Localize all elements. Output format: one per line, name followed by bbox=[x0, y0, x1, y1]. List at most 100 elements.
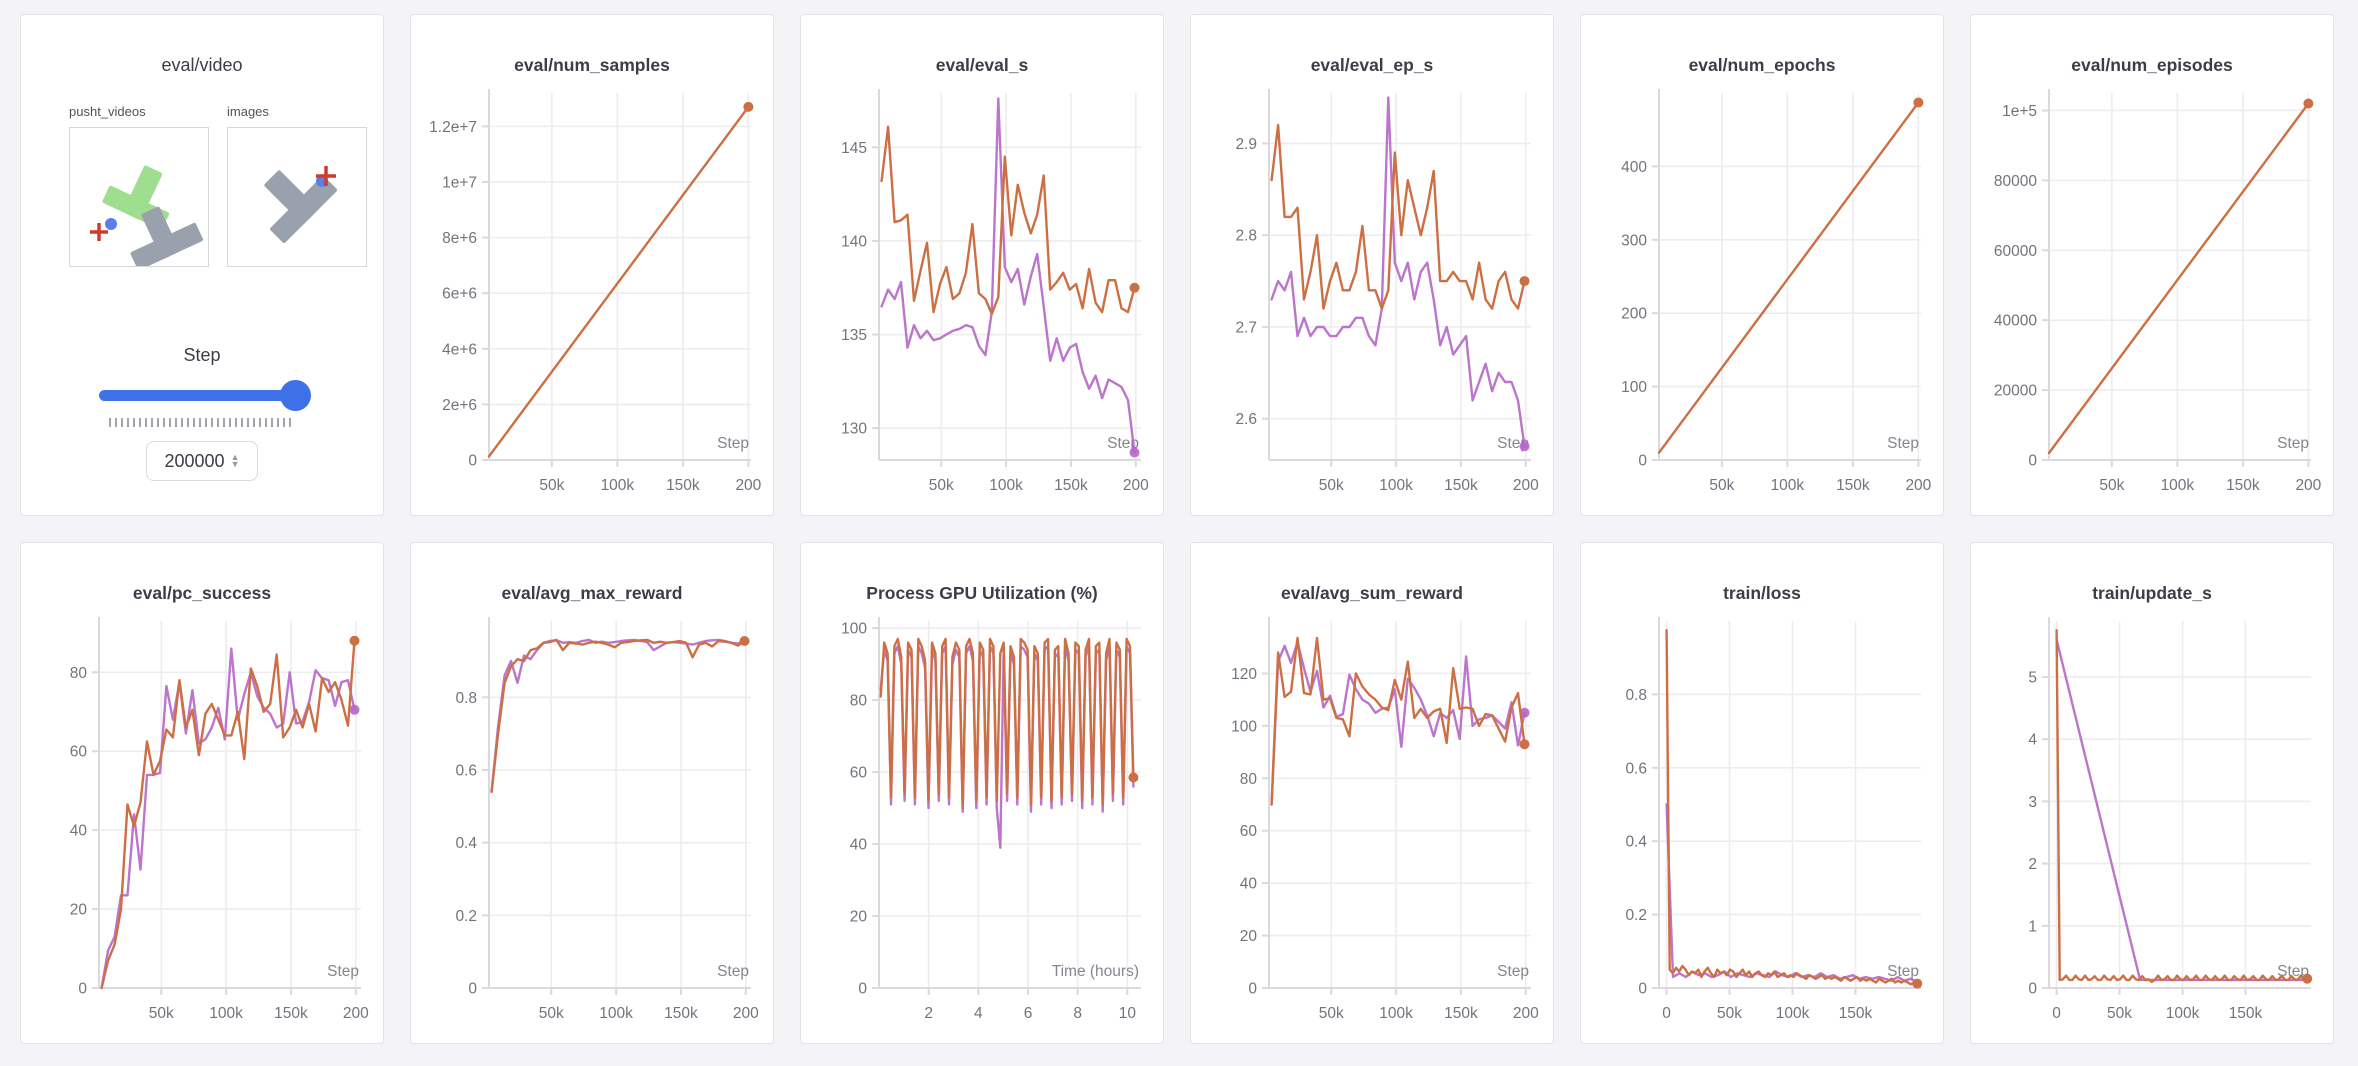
svg-text:0.8: 0.8 bbox=[455, 690, 477, 707]
svg-text:200: 200 bbox=[1513, 477, 1539, 494]
svg-text:5: 5 bbox=[2028, 669, 2037, 686]
svg-text:Step: Step bbox=[1107, 435, 1139, 452]
chart-eval-num-epochs[interactable]: 0 100 200 300 400 50k 100k 150k 200 Step eval/num_… bbox=[1580, 14, 1944, 516]
svg-text:80000: 80000 bbox=[1994, 173, 2037, 190]
step-slider-knob[interactable] bbox=[280, 380, 311, 411]
svg-text:0: 0 bbox=[468, 453, 477, 470]
svg-text:Step: Step bbox=[327, 963, 359, 980]
svg-text:0: 0 bbox=[2028, 981, 2037, 998]
chart-train-loss[interactable]: 0 0.2 0.4 0.6 0.8 0 50k 100k 150k Step train/loss bbox=[1580, 542, 1944, 1044]
svg-text:400: 400 bbox=[1621, 159, 1647, 176]
svg-text:150k: 150k bbox=[666, 477, 700, 494]
chart-eval-avg-max-reward[interactable]: 0 0.2 0.4 0.6 0.8 50k 100k 150k 200 Step eval/avg_… bbox=[410, 542, 774, 1044]
chart-eval-avg-sum-reward[interactable]: 0 20 40 60 80 100 120 50k 100k 150k 200 Step eval/av… bbox=[1190, 542, 1554, 1044]
svg-text:2.8: 2.8 bbox=[1235, 228, 1257, 245]
svg-text:100k: 100k bbox=[599, 1005, 633, 1022]
svg-text:150k: 150k bbox=[1836, 477, 1870, 494]
chart-eval-eval-s[interactable]: 130 135 140 145 50k 100k 150k 200 Step eval/eval_… bbox=[800, 14, 1164, 516]
svg-text:4e+6: 4e+6 bbox=[442, 341, 477, 358]
step-increment-icon: ▲ bbox=[230, 452, 240, 462]
svg-text:8: 8 bbox=[1073, 1005, 1082, 1022]
chart-canvas: 0 20000 40000 60000 80000 1e+5 50k 100k 150k 200 S… bbox=[1994, 55, 2322, 494]
svg-text:140: 140 bbox=[841, 233, 867, 250]
svg-text:130: 130 bbox=[841, 421, 867, 438]
svg-text:6: 6 bbox=[1024, 1005, 1033, 1022]
svg-text:100k: 100k bbox=[2161, 477, 2195, 494]
chart-canvas: 0 0.2 0.4 0.6 0.8 50k 100k 150k 200 Step eval/avg_… bbox=[455, 583, 759, 1022]
svg-text:50k: 50k bbox=[1709, 477, 1734, 494]
svg-text:20: 20 bbox=[1240, 928, 1258, 945]
svg-text:100k: 100k bbox=[1379, 1005, 1413, 1022]
chart-eval-eval-ep-s[interactable]: 2.6 2.7 2.8 2.9 50k 100k 150k 200 Step eval/eval_… bbox=[1190, 14, 1554, 516]
chart-eval-num-episodes[interactable]: 0 20000 40000 60000 80000 1e+5 50k 100k 150k 200 S… bbox=[1970, 14, 2334, 516]
svg-text:150k: 150k bbox=[2229, 1005, 2263, 1022]
svg-text:eval/num_samples: eval/num_samples bbox=[514, 55, 670, 75]
svg-text:100k: 100k bbox=[209, 1005, 243, 1022]
svg-text:train/loss: train/loss bbox=[1723, 583, 1801, 603]
svg-text:300: 300 bbox=[1621, 232, 1647, 249]
chart-eval-pc-success[interactable]: 0 20 40 60 80 50k 100k 150k 200 Step eval/pc_succe… bbox=[20, 542, 384, 1044]
svg-text:Step: Step bbox=[2277, 435, 2309, 452]
chart-canvas: 0 0.2 0.4 0.6 0.8 0 50k 100k 150k Step train/loss bbox=[1625, 583, 1923, 1022]
svg-text:100: 100 bbox=[841, 621, 867, 638]
svg-text:1e+7: 1e+7 bbox=[442, 174, 477, 191]
svg-text:40: 40 bbox=[70, 823, 88, 840]
svg-text:0: 0 bbox=[1248, 981, 1257, 998]
images-thumbnail[interactable] bbox=[227, 127, 367, 267]
chart-process-gpu-utilization[interactable]: 0 20 40 60 80 100 2 4 6 8 10 Time (hours) Process GP… bbox=[800, 542, 1164, 1044]
images-thumb-label: images bbox=[227, 104, 269, 119]
svg-text:200: 200 bbox=[1123, 477, 1149, 494]
svg-text:135: 135 bbox=[841, 327, 867, 344]
step-input-spinners[interactable]: ▲ ▼ bbox=[230, 452, 240, 469]
svg-text:Step: Step bbox=[717, 963, 749, 980]
svg-text:50k: 50k bbox=[149, 1005, 174, 1022]
chart-canvas: 0 20 40 60 80 50k 100k 150k 200 Step eval/pc_succe… bbox=[70, 583, 369, 1022]
svg-text:eval/num_epochs: eval/num_epochs bbox=[1689, 55, 1836, 75]
chart-canvas: 0 20 40 60 80 100 2 4 6 8 10 Time (hours) Process GP… bbox=[841, 583, 1141, 1022]
svg-text:4: 4 bbox=[974, 1005, 983, 1022]
svg-text:50k: 50k bbox=[929, 477, 954, 494]
svg-text:2: 2 bbox=[924, 1005, 933, 1022]
svg-text:0: 0 bbox=[78, 981, 87, 998]
svg-text:200: 200 bbox=[343, 1005, 369, 1022]
svg-text:150k: 150k bbox=[1444, 1005, 1478, 1022]
svg-text:2.9: 2.9 bbox=[1235, 136, 1257, 153]
svg-text:8e+6: 8e+6 bbox=[442, 230, 477, 247]
svg-text:2.6: 2.6 bbox=[1235, 411, 1257, 428]
svg-text:Step: Step bbox=[1887, 435, 1919, 452]
svg-text:0.6: 0.6 bbox=[455, 762, 477, 779]
svg-text:eval/num_episodes: eval/num_episodes bbox=[2071, 55, 2233, 75]
svg-text:20000: 20000 bbox=[1994, 383, 2037, 400]
step-slider[interactable] bbox=[99, 380, 311, 414]
pusht-video-thumbnail[interactable] bbox=[69, 127, 209, 271]
svg-text:3: 3 bbox=[2028, 794, 2037, 811]
chart-eval-num-samples[interactable]: 0 2e+6 4e+6 6e+6 8e+6 1e+7 1.2e+7 50k 100k 150k 20… bbox=[410, 14, 774, 516]
step-slider-track[interactable] bbox=[99, 390, 305, 401]
step-input[interactable]: 200000 ▲ ▼ bbox=[146, 441, 258, 481]
svg-text:eval/avg_max_reward: eval/avg_max_reward bbox=[502, 583, 683, 603]
svg-text:Step: Step bbox=[717, 435, 749, 452]
svg-text:40000: 40000 bbox=[1994, 313, 2037, 330]
svg-text:eval/pc_success: eval/pc_success bbox=[133, 583, 271, 603]
svg-text:150k: 150k bbox=[1839, 1005, 1873, 1022]
svg-text:10: 10 bbox=[1119, 1005, 1137, 1022]
svg-text:200: 200 bbox=[733, 1005, 759, 1022]
svg-text:100k: 100k bbox=[601, 477, 635, 494]
svg-text:150k: 150k bbox=[274, 1005, 308, 1022]
svg-text:Process GPU Utilization (%): Process GPU Utilization (%) bbox=[866, 583, 1097, 603]
svg-text:1: 1 bbox=[2028, 918, 2037, 935]
svg-text:200: 200 bbox=[1905, 477, 1931, 494]
media-panel-eval-video[interactable]: eval/video pusht_videos bbox=[20, 14, 384, 516]
svg-text:200: 200 bbox=[1621, 306, 1647, 323]
svg-text:0: 0 bbox=[468, 981, 477, 998]
step-input-value[interactable]: 200000 bbox=[164, 450, 225, 471]
svg-text:40: 40 bbox=[850, 837, 868, 854]
chart-train-update-s[interactable]: 0 1 2 3 4 5 0 50k 100k 150k Step train/update_s bbox=[1970, 542, 2334, 1044]
svg-text:1.2e+7: 1.2e+7 bbox=[429, 119, 477, 136]
svg-text:0: 0 bbox=[1638, 981, 1647, 998]
svg-text:eval/eval_s: eval/eval_s bbox=[936, 55, 1029, 75]
svg-text:100k: 100k bbox=[1771, 477, 1805, 494]
images-frame bbox=[264, 166, 338, 244]
svg-text:Step: Step bbox=[1887, 963, 1919, 980]
